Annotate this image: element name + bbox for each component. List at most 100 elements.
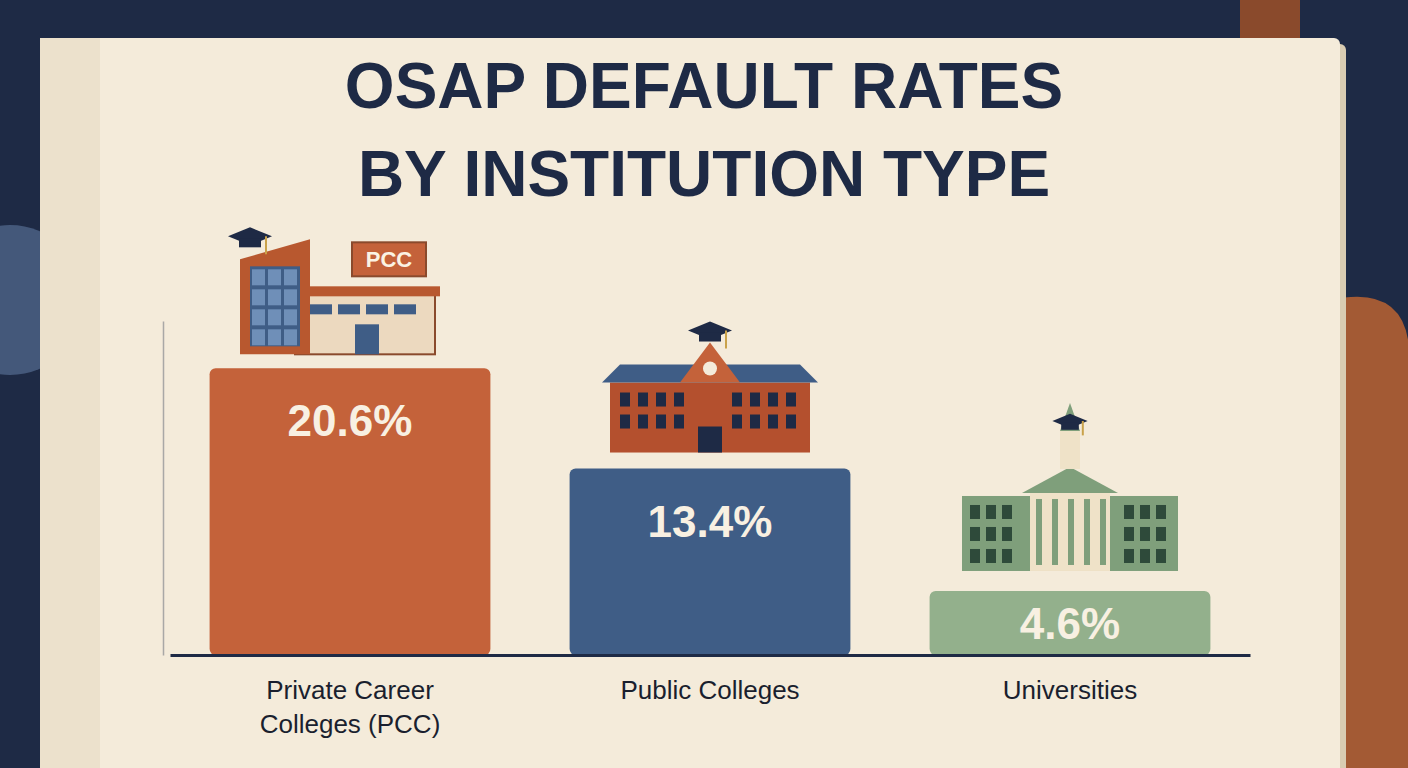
x-tick: Private Career Colleges (PCC) [260, 675, 441, 739]
window [750, 393, 760, 407]
window [1156, 527, 1166, 541]
glass [250, 266, 300, 346]
building [295, 294, 435, 354]
data-label: 13.4% [648, 497, 773, 546]
window [1156, 549, 1166, 563]
page-gutter [40, 38, 100, 768]
window [732, 393, 742, 407]
page [40, 38, 1340, 768]
door [698, 427, 722, 453]
title-line: BY INSTITUTION TYPE [358, 138, 1050, 210]
wing [962, 496, 1178, 571]
window [366, 304, 388, 314]
window [284, 269, 297, 285]
column [1052, 499, 1058, 565]
window [284, 309, 297, 325]
y-axis [163, 322, 164, 656]
window [268, 269, 281, 285]
chart-svg: OSAP DEFAULT RATES BY INSTITUTION TYPE Pri… [0, 0, 1408, 768]
icon-pcc: PCC [228, 227, 440, 354]
x-tick-label-line: Private Career [266, 675, 434, 705]
door [355, 324, 379, 354]
window [284, 329, 297, 345]
column [1084, 499, 1090, 565]
window [252, 329, 265, 345]
pediment [1022, 467, 1118, 493]
window [268, 329, 281, 345]
title: OSAP DEFAULT RATES BY INSTITUTION TYPE [345, 50, 1063, 210]
x-tick: Public Colleges [620, 675, 799, 705]
window [1140, 505, 1150, 519]
window [970, 505, 980, 519]
data-label: 20.6% [288, 396, 413, 445]
building [610, 383, 810, 453]
grad-cap-tassel [1082, 421, 1084, 435]
bars [210, 368, 1211, 655]
sign [352, 242, 426, 276]
window [268, 289, 281, 305]
icon-public-college [602, 322, 818, 453]
window [786, 393, 796, 407]
window [338, 304, 360, 314]
window [674, 393, 684, 407]
window [252, 309, 265, 325]
window [252, 289, 265, 305]
window [1002, 549, 1012, 563]
window [1124, 549, 1134, 563]
window [768, 393, 778, 407]
window [732, 415, 742, 429]
x-tick-label-line: Public Colleges [620, 675, 799, 705]
bar [210, 368, 491, 655]
window [1002, 527, 1012, 541]
title-line: OSAP DEFAULT RATES [345, 50, 1063, 122]
window [768, 415, 778, 429]
window [786, 415, 796, 429]
chart-container: OSAP DEFAULT RATES BY INSTITUTION TYPE Pri… [0, 0, 1408, 768]
grad-cap-base [699, 333, 721, 342]
icon-university [962, 403, 1178, 571]
x-tick-label: Public Colleges [620, 675, 799, 705]
grad-cap-base [1061, 423, 1079, 430]
portico [1030, 493, 1110, 571]
column [1100, 499, 1106, 565]
window [620, 415, 630, 429]
column [1068, 499, 1074, 565]
window [970, 549, 980, 563]
window [970, 527, 980, 541]
grad-cap-tassel [725, 331, 727, 349]
y-axis-line [163, 322, 165, 656]
baseline [171, 654, 1251, 657]
tower [1060, 431, 1080, 469]
sign-label: PCC [366, 247, 413, 272]
x-tick-label-line: Colleges (PCC) [260, 709, 441, 739]
grad-cap-tassel [265, 236, 267, 254]
background [0, 0, 1408, 768]
window [986, 549, 996, 563]
window [1156, 505, 1166, 519]
tower [240, 239, 310, 354]
window [1140, 527, 1150, 541]
window [986, 527, 996, 541]
window [284, 289, 297, 305]
building-band [295, 286, 440, 296]
data-labels: 20.6% 13.4% 4.6% [288, 396, 1121, 648]
window [750, 415, 760, 429]
window [620, 393, 630, 407]
data-label: 4.6% [1020, 599, 1120, 648]
icons: PCC [228, 227, 1178, 571]
window [1124, 527, 1134, 541]
x-tick-label: Universities [1003, 675, 1137, 705]
grad-cap-base [239, 238, 261, 247]
window [656, 415, 666, 429]
x-axis: Private Career Colleges (PCC) Public Colle… [171, 656, 1251, 740]
x-tick-label-line: Universities [1003, 675, 1137, 705]
window [310, 304, 332, 314]
window [656, 393, 666, 407]
gable [680, 343, 740, 383]
bar [570, 469, 851, 655]
x-tick: Universities [1003, 675, 1137, 705]
column [1036, 499, 1042, 565]
window [394, 304, 416, 314]
window [638, 415, 648, 429]
clock [703, 362, 717, 376]
